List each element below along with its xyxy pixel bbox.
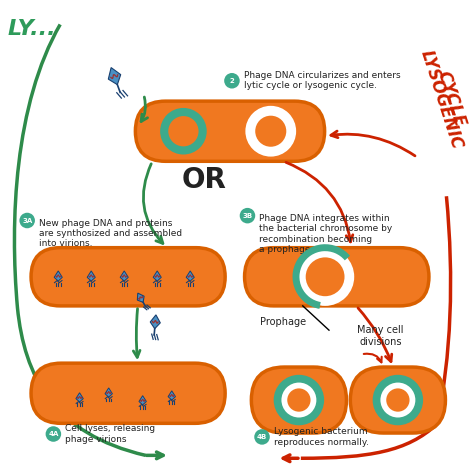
Text: 4A: 4A xyxy=(48,431,59,437)
FancyBboxPatch shape xyxy=(31,248,225,306)
Circle shape xyxy=(255,116,286,147)
Text: Phage DNA integrates within
the bacterial chromosome by
recombination becoming
a: Phage DNA integrates within the bacteria… xyxy=(259,214,392,254)
FancyBboxPatch shape xyxy=(245,248,429,306)
Circle shape xyxy=(247,108,294,155)
FancyBboxPatch shape xyxy=(136,101,325,161)
FancyBboxPatch shape xyxy=(251,367,346,433)
Circle shape xyxy=(247,108,294,155)
Text: 4B: 4B xyxy=(257,434,267,440)
Text: 3B: 3B xyxy=(242,213,253,219)
Text: Cell lyses, releasing
phage virions: Cell lyses, releasing phage virions xyxy=(65,424,155,444)
Text: 3A: 3A xyxy=(22,218,32,224)
Polygon shape xyxy=(87,271,95,281)
Circle shape xyxy=(373,375,423,425)
Polygon shape xyxy=(137,293,144,302)
FancyBboxPatch shape xyxy=(31,363,225,423)
Circle shape xyxy=(168,116,199,146)
Circle shape xyxy=(273,375,324,425)
Circle shape xyxy=(386,388,410,412)
Circle shape xyxy=(254,429,270,445)
Text: Prophage: Prophage xyxy=(260,317,306,327)
Text: LY...: LY... xyxy=(8,18,56,39)
Text: OR: OR xyxy=(182,166,226,194)
Text: Many cell
divisions: Many cell divisions xyxy=(357,325,404,347)
Text: Phage DNA circularizes and enters
lytic cycle or lysogenic cycle.: Phage DNA circularizes and enters lytic … xyxy=(244,71,400,91)
Polygon shape xyxy=(109,68,121,85)
Polygon shape xyxy=(153,271,161,281)
Circle shape xyxy=(287,388,310,412)
Circle shape xyxy=(282,383,316,418)
Text: CYCLE: CYCLE xyxy=(434,69,469,129)
FancyBboxPatch shape xyxy=(350,367,446,433)
Text: Lysogenic bacterium
reproduces normally.: Lysogenic bacterium reproduces normally. xyxy=(273,427,369,447)
Polygon shape xyxy=(139,396,146,405)
Circle shape xyxy=(306,257,345,296)
Text: New phage DNA and proteins
are synthosized and assembled
into virions.: New phage DNA and proteins are synthosiz… xyxy=(39,219,182,248)
Circle shape xyxy=(296,248,354,306)
Polygon shape xyxy=(120,271,128,281)
Circle shape xyxy=(381,383,415,418)
Circle shape xyxy=(46,426,61,442)
Polygon shape xyxy=(186,271,194,281)
Polygon shape xyxy=(168,391,175,400)
Polygon shape xyxy=(54,271,62,281)
Polygon shape xyxy=(105,388,112,397)
Polygon shape xyxy=(76,393,83,402)
Circle shape xyxy=(224,73,240,89)
Circle shape xyxy=(19,213,35,228)
Circle shape xyxy=(240,208,255,223)
Text: 2: 2 xyxy=(229,78,234,84)
Text: LYSOGENIC: LYSOGENIC xyxy=(417,47,466,151)
Circle shape xyxy=(160,108,207,155)
Polygon shape xyxy=(150,315,160,328)
